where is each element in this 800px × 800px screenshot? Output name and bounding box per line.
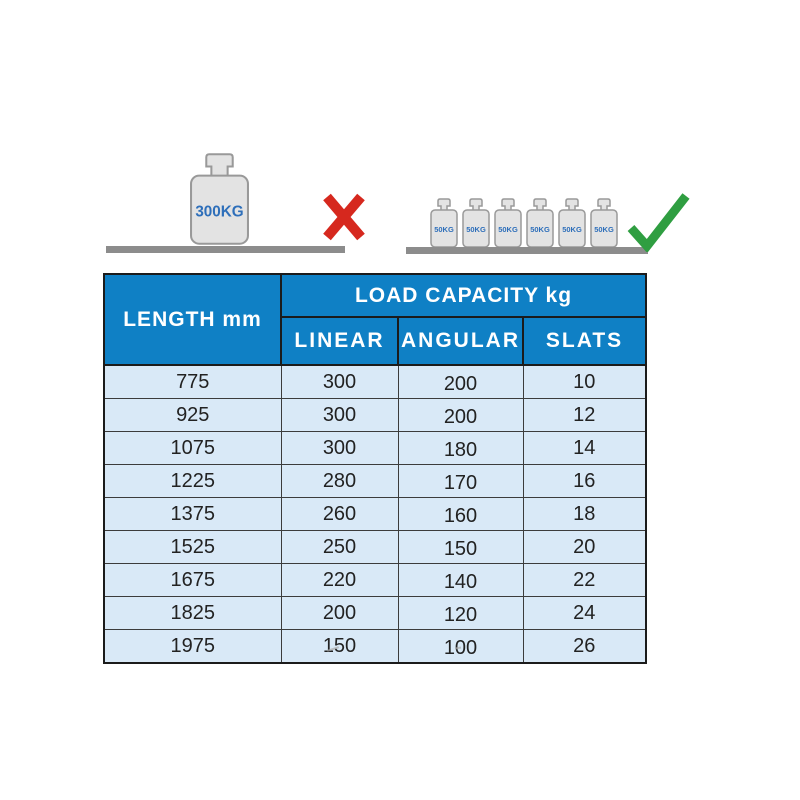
big-weight-knob xyxy=(205,153,234,179)
big-weight-body xyxy=(190,174,249,245)
length-cell: 1525 xyxy=(103,530,282,564)
table-row: 1375 260 160 18 xyxy=(103,497,647,531)
linear-cell: 200 xyxy=(280,596,399,630)
angular-cell: 120 xyxy=(397,596,524,630)
capacity-table: LENGTH mm LOAD CAPACITY kg LINEAR ANGULA… xyxy=(103,273,648,664)
length-column-header: LENGTH mm xyxy=(103,273,282,366)
angular-cell: 200 xyxy=(397,364,524,399)
small-weight-label: 50KG xyxy=(498,225,518,234)
linear-cell: 150 xyxy=(280,629,399,664)
slats-cell: 24 xyxy=(522,596,647,630)
linear-cell: 300 xyxy=(280,431,399,465)
angular-cell: 200 xyxy=(397,398,524,432)
small-weight-illustration: 50KG xyxy=(590,198,618,248)
linear-cell: 250 xyxy=(280,530,399,564)
small-weight-knob xyxy=(597,198,611,213)
angular-cell: 100 xyxy=(397,629,524,664)
small-weight-knob xyxy=(565,198,579,213)
small-weight-label: 50KG xyxy=(594,225,614,234)
slats-cell: 18 xyxy=(522,497,647,531)
slats-cell: 26 xyxy=(522,629,647,664)
big-weight-label: 300KG xyxy=(195,203,243,220)
small-weight-illustration: 50KG xyxy=(558,198,586,248)
length-cell: 1975 xyxy=(103,629,282,664)
table-row: 925 300 200 12 xyxy=(103,398,647,432)
table-row: 775 300 200 10 xyxy=(103,364,647,399)
linear-cell: 280 xyxy=(280,464,399,498)
length-cell: 775 xyxy=(103,364,282,399)
slats-cell: 12 xyxy=(522,398,647,432)
length-cell: 1225 xyxy=(103,464,282,498)
linear-cell: 300 xyxy=(280,364,399,399)
table-row: 1075 300 180 14 xyxy=(103,431,647,465)
cross-icon xyxy=(323,193,365,241)
small-weight-illustration: 50KG xyxy=(462,198,490,248)
linear-cell: 300 xyxy=(280,398,399,432)
length-cell: 925 xyxy=(103,398,282,432)
table-row: 1675 220 140 22 xyxy=(103,563,647,597)
right-shelf xyxy=(406,247,648,254)
capacity-table-body: 775 300 200 10 925 300 200 12 1075 300 1… xyxy=(103,364,647,664)
check-icon xyxy=(627,193,690,252)
angular-cell: 150 xyxy=(397,530,524,564)
small-weight-label: 50KG xyxy=(530,225,550,234)
length-cell: 1375 xyxy=(103,497,282,531)
length-cell: 1825 xyxy=(103,596,282,630)
load-capacity-group-header: LOAD CAPACITY kg xyxy=(279,273,648,318)
small-weight-knob xyxy=(469,198,483,213)
slats-cell: 22 xyxy=(522,563,647,597)
angular-cell: 170 xyxy=(397,464,524,498)
linear-column-header: LINEAR xyxy=(280,316,399,366)
angular-cell: 140 xyxy=(397,563,524,597)
table-row: 1525 250 150 20 xyxy=(103,530,647,564)
small-weight-label: 50KG xyxy=(434,225,454,234)
table-row: 1825 200 120 24 xyxy=(103,596,647,630)
slats-cell: 16 xyxy=(522,464,647,498)
table-row: 1975 150 100 26 xyxy=(103,629,647,664)
small-weight-knob xyxy=(533,198,547,213)
small-weight-illustration: 50KG xyxy=(494,198,522,248)
small-weight-label: 50KG xyxy=(562,225,582,234)
small-weight-illustration: 50KG xyxy=(430,198,458,248)
angular-column-header: ANGULAR xyxy=(397,316,524,366)
big-weight-illustration: 300KG xyxy=(190,153,249,245)
angular-cell: 160 xyxy=(397,497,524,531)
small-weight-knob xyxy=(437,198,451,213)
slats-cell: 14 xyxy=(522,431,647,465)
slats-cell: 10 xyxy=(522,364,647,399)
small-weight-knob xyxy=(501,198,515,213)
angular-cell: 180 xyxy=(397,431,524,465)
small-weight-illustration: 50KG xyxy=(526,198,554,248)
length-cell: 1075 xyxy=(103,431,282,465)
slats-column-header: SLATS xyxy=(521,316,648,366)
small-weight-label: 50KG xyxy=(466,225,486,234)
slats-cell: 20 xyxy=(522,530,647,564)
small-weights-group: 50KG 50KG 50KG 50KG xyxy=(430,198,618,248)
table-row: 1225 280 170 16 xyxy=(103,464,647,498)
linear-cell: 220 xyxy=(280,563,399,597)
linear-cell: 260 xyxy=(280,497,399,531)
left-shelf xyxy=(106,246,345,253)
length-cell: 1675 xyxy=(103,563,282,597)
